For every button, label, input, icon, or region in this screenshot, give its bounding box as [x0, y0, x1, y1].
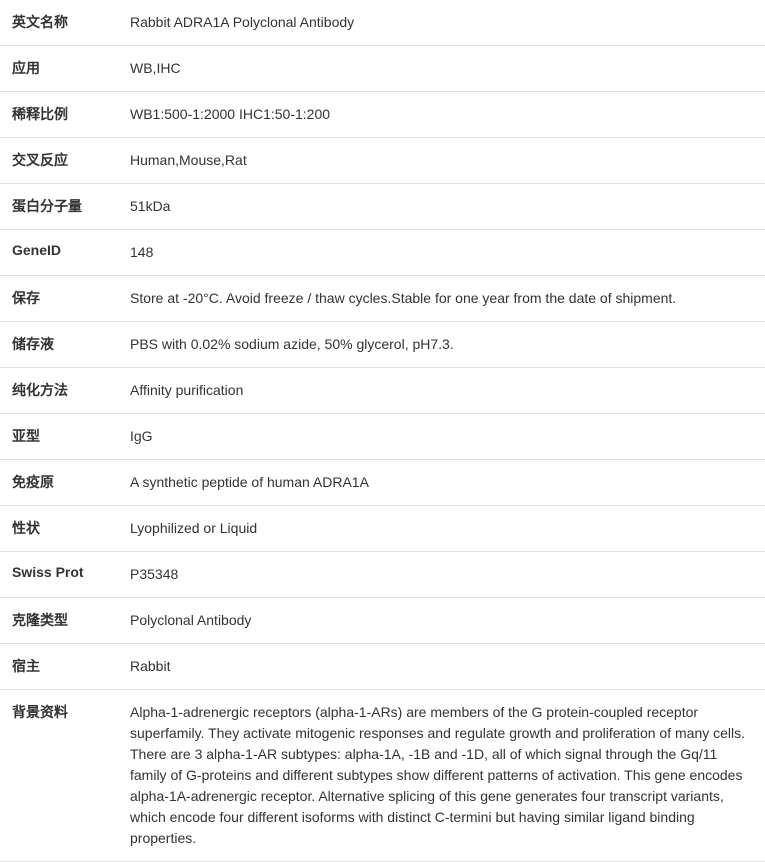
spec-label: 纯化方法: [0, 368, 130, 414]
spec-label: 英文名称: [0, 0, 130, 46]
spec-value: 148: [130, 230, 765, 276]
spec-label: 应用: [0, 46, 130, 92]
spec-label: 储存液: [0, 322, 130, 368]
spec-value: Polyclonal Antibody: [130, 598, 765, 644]
table-row: 亚型IgG: [0, 414, 765, 460]
spec-value: Affinity purification: [130, 368, 765, 414]
spec-value: WB1:500-1:2000 IHC1:50-1:200: [130, 92, 765, 138]
table-row: GeneID148: [0, 230, 765, 276]
spec-value: Alpha-1-adrenergic receptors (alpha-1-AR…: [130, 690, 765, 862]
spec-label: Swiss Prot: [0, 552, 130, 598]
spec-label: 蛋白分子量: [0, 184, 130, 230]
spec-value: P35348: [130, 552, 765, 598]
spec-label: 交叉反应: [0, 138, 130, 184]
spec-value: Rabbit ADRA1A Polyclonal Antibody: [130, 0, 765, 46]
spec-label: 稀释比例: [0, 92, 130, 138]
spec-value: Human,Mouse,Rat: [130, 138, 765, 184]
table-row: 英文名称Rabbit ADRA1A Polyclonal Antibody: [0, 0, 765, 46]
table-row: 应用WB,IHC: [0, 46, 765, 92]
spec-value: A synthetic peptide of human ADRA1A: [130, 460, 765, 506]
table-row: 储存液PBS with 0.02% sodium azide, 50% glyc…: [0, 322, 765, 368]
table-row: 蛋白分子量51kDa: [0, 184, 765, 230]
spec-label: 免疫原: [0, 460, 130, 506]
spec-label: 性状: [0, 506, 130, 552]
spec-value: Lyophilized or Liquid: [130, 506, 765, 552]
spec-label: 保存: [0, 276, 130, 322]
spec-label: 亚型: [0, 414, 130, 460]
spec-label: 克隆类型: [0, 598, 130, 644]
spec-tbody: 英文名称Rabbit ADRA1A Polyclonal Antibody应用W…: [0, 0, 765, 862]
table-row: 性状Lyophilized or Liquid: [0, 506, 765, 552]
table-row: 免疫原A synthetic peptide of human ADRA1A: [0, 460, 765, 506]
spec-value: Rabbit: [130, 644, 765, 690]
spec-label: 宿主: [0, 644, 130, 690]
spec-value: 51kDa: [130, 184, 765, 230]
spec-value: PBS with 0.02% sodium azide, 50% glycero…: [130, 322, 765, 368]
table-row: 交叉反应Human,Mouse,Rat: [0, 138, 765, 184]
spec-value: IgG: [130, 414, 765, 460]
specification-table: 英文名称Rabbit ADRA1A Polyclonal Antibody应用W…: [0, 0, 765, 862]
table-row: 宿主Rabbit: [0, 644, 765, 690]
table-row: 背景资料Alpha-1-adrenergic receptors (alpha-…: [0, 690, 765, 862]
spec-label: GeneID: [0, 230, 130, 276]
table-row: 纯化方法Affinity purification: [0, 368, 765, 414]
table-row: 克隆类型Polyclonal Antibody: [0, 598, 765, 644]
spec-value: Store at -20°C. Avoid freeze / thaw cycl…: [130, 276, 765, 322]
spec-label: 背景资料: [0, 690, 130, 862]
table-row: 稀释比例WB1:500-1:2000 IHC1:50-1:200: [0, 92, 765, 138]
table-row: 保存Store at -20°C. Avoid freeze / thaw cy…: [0, 276, 765, 322]
table-row: Swiss ProtP35348: [0, 552, 765, 598]
spec-value: WB,IHC: [130, 46, 765, 92]
